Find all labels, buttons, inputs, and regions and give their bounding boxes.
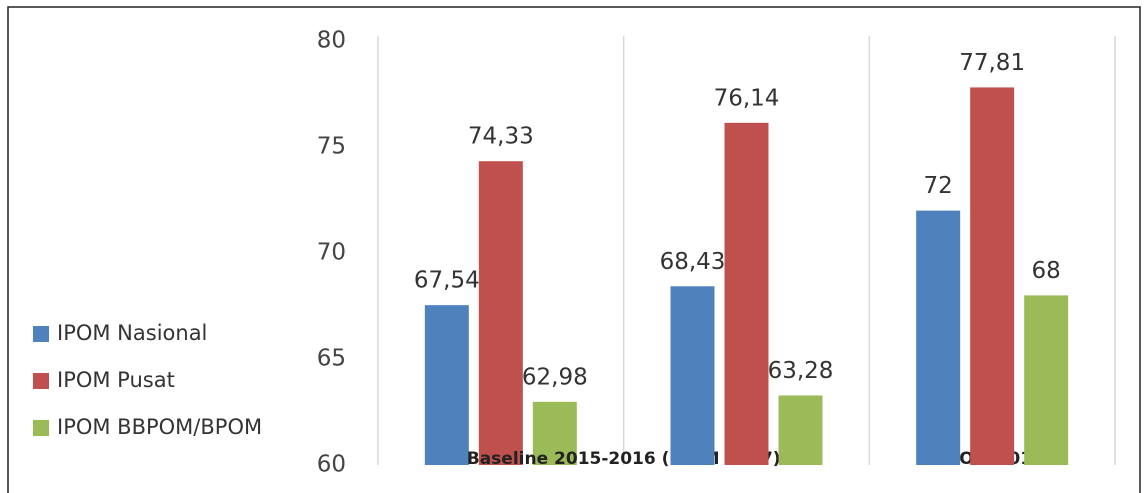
data-label: 74,33 [468,124,534,150]
data-label: 72 [924,173,953,199]
legend-label: IPOM BBPOM/BPOM [57,415,262,439]
bar [724,122,769,465]
legend-swatch [33,420,49,436]
legend-swatch [33,326,49,342]
data-label: 62,98 [522,364,588,390]
bar [916,210,961,465]
bar [532,401,577,465]
bar [424,305,469,465]
y-tick-label: 65 [317,346,346,372]
bar [970,87,1015,465]
y-tick-label: 60 [317,452,346,478]
legend-label: IPOM Pusat [57,368,175,392]
legend-label: IPOM Nasional [57,321,207,345]
data-label: 77,81 [959,50,1025,76]
data-label: 67,54 [414,268,480,294]
bar [670,286,715,465]
data-label: 68 [1032,258,1061,284]
data-label: 76,14 [714,85,780,111]
frame [7,6,1141,493]
y-tick-label: 70 [317,240,346,266]
y-tick-label: 80 [317,28,346,54]
bar [1024,295,1069,465]
bar [778,395,823,465]
y-tick-label: 75 [317,134,346,160]
data-label: 63,28 [768,358,834,384]
bar [478,161,523,466]
legend-swatch [33,373,49,389]
data-label: 68,43 [660,249,726,275]
